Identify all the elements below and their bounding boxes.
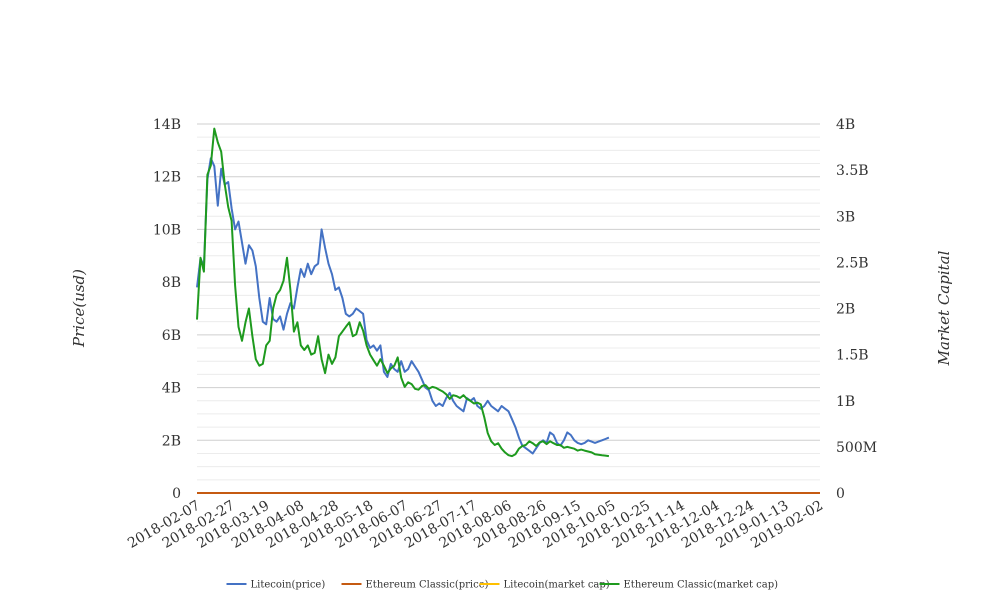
right-axis-title: Market Capital [935, 250, 953, 366]
legend-label: Litecoin(market cap) [504, 580, 610, 591]
legend-label: Litecoin(price) [251, 580, 326, 591]
left-tick-label: 8B [162, 275, 181, 291]
legend-label: Ethereum Classic(price) [366, 580, 489, 591]
right-tick-label: 2B [836, 302, 855, 318]
left-axis-ticks: 0 2B 4B 6B 8B 10B 12B 14B [153, 117, 181, 502]
right-tick-label: 1B [836, 394, 855, 410]
left-tick-label: 2B [162, 433, 181, 449]
left-tick-label: 14B [153, 117, 181, 133]
right-axis-ticks: 0 500M 1B 1.5B 2B 2.5B 3B 3.5B 4B [836, 117, 877, 502]
right-tick-label: 4B [836, 117, 855, 133]
series-line-ethereum-classic-market-cap [196, 127, 610, 458]
right-tick-label: 0 [836, 486, 845, 502]
legend: Litecoin(price) Ethereum Classic(price) Li… [226, 580, 779, 591]
right-tick-label: 500M [836, 440, 877, 456]
right-tick-label: 1.5B [836, 348, 869, 364]
legend-label: Ethereum Classic(market cap) [624, 580, 779, 591]
left-tick-label: 12B [153, 170, 181, 186]
left-tick-label: 0 [172, 486, 181, 502]
left-tick-label: 10B [153, 222, 181, 238]
left-tick-label: 4B [162, 381, 181, 397]
right-tick-label: 3.5B [836, 163, 869, 179]
left-axis-title: Price(usd) [70, 269, 88, 348]
right-tick-label: 2.5B [836, 255, 869, 271]
gridlines [197, 123, 820, 494]
series-layer [196, 127, 820, 494]
left-tick-label: 6B [162, 328, 181, 344]
x-axis-ticks: 2018-02-072018-02-272018-03-192018-04-08… [125, 498, 826, 552]
right-tick-label: 3B [836, 209, 855, 225]
